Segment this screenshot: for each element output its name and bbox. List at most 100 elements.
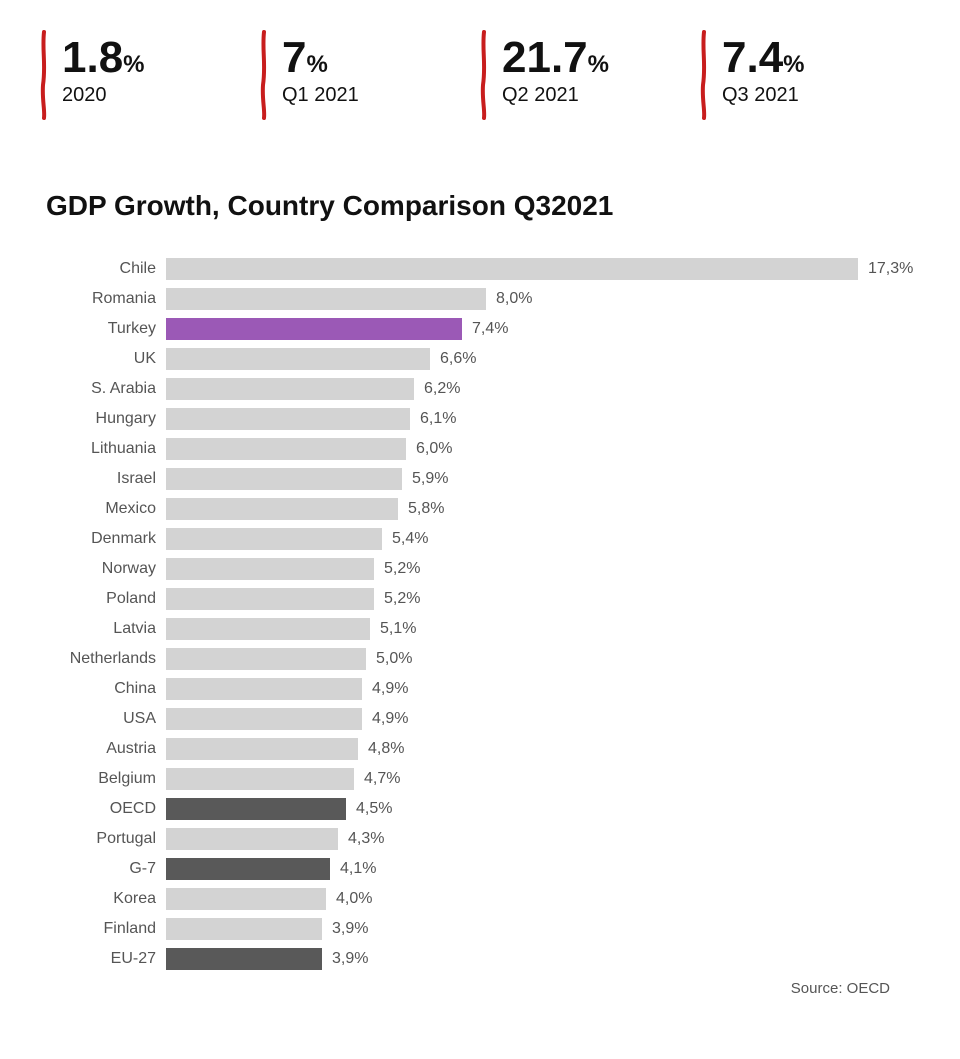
percent-symbol: % — [123, 51, 144, 78]
bar-label: Korea — [46, 890, 166, 908]
bar-value: 6,2% — [424, 380, 460, 398]
stats-row: 1.8%20207%Q1 202121.7%Q2 20217.4%Q3 2021 — [40, 30, 920, 120]
bar-row: USA4,9% — [46, 706, 920, 732]
bar — [166, 558, 374, 580]
bar-label: S. Arabia — [46, 380, 166, 398]
bar-row: Latvia 5,1% — [46, 616, 920, 642]
bar-label: Norway — [46, 560, 166, 578]
stat-text: 21.7%Q2 2021 — [502, 30, 609, 107]
bar-value: 5,1% — [380, 620, 416, 638]
bar-row: Austria4,8% — [46, 736, 920, 762]
bar-label: Romania — [46, 290, 166, 308]
bar-track: 5,8% — [166, 498, 920, 520]
bar-label: EU-27 — [46, 950, 166, 968]
bar-row: EU-273,9% — [46, 946, 920, 972]
bar-label: OECD — [46, 800, 166, 818]
bar-value: 4,0% — [336, 890, 372, 908]
stat-period: Q1 2021 — [282, 84, 359, 107]
accent-mark-icon — [40, 30, 46, 120]
percent-symbol: % — [783, 51, 804, 78]
bar-row: Hungary 6,1% — [46, 406, 920, 432]
bar-row: Israel 5,9% — [46, 466, 920, 492]
percent-symbol: % — [588, 51, 609, 78]
stat-block: 7.4% Q3 2021 — [700, 30, 920, 120]
bar — [166, 318, 462, 340]
stat-block: 7%Q1 2021 — [260, 30, 480, 120]
bar-value: 3,9% — [332, 920, 368, 938]
bar-row: Belgium4,7% — [46, 766, 920, 792]
bar-row: S. Arabia 6,2% — [46, 376, 920, 402]
bar-label: Mexico — [46, 500, 166, 518]
bar-label: UK — [46, 350, 166, 368]
bar — [166, 588, 374, 610]
bar-track: 5,0% — [166, 648, 920, 670]
bar-label: Israel — [46, 470, 166, 488]
bar-track: 8,0% — [166, 288, 920, 310]
bar-label: Netherlands — [46, 650, 166, 668]
bar — [166, 768, 354, 790]
bar-value: 4,3% — [348, 830, 384, 848]
bar-track: 4,1% — [166, 858, 920, 880]
bar-row: Denmark5,4% — [46, 526, 920, 552]
bar-track: 4,7% — [166, 768, 920, 790]
bar — [166, 648, 366, 670]
bar-row: Portugal 4,3% — [46, 826, 920, 852]
stat-value: 1.8 — [62, 33, 123, 82]
bar-label: Chile — [46, 260, 166, 278]
bar-track: 5,9% — [166, 468, 920, 490]
bar-track: 6,0% — [166, 438, 920, 460]
bar-row: Korea 4,0% — [46, 886, 920, 912]
bar-track: 4,9% — [166, 708, 920, 730]
stat-text: 7.4% Q3 2021 — [722, 30, 805, 107]
bar — [166, 348, 430, 370]
bar — [166, 858, 330, 880]
bar-value: 6,0% — [416, 440, 452, 458]
bar — [166, 888, 326, 910]
bar-label: Hungary — [46, 410, 166, 428]
bar-row: Lithuania6,0% — [46, 436, 920, 462]
stat-block: 21.7%Q2 2021 — [480, 30, 700, 120]
chart-title: GDP Growth, Country Comparison Q32021 — [46, 190, 920, 222]
bar-value: 8,0% — [496, 290, 532, 308]
bar-value: 5,8% — [408, 500, 444, 518]
bar — [166, 828, 338, 850]
bar-label: Denmark — [46, 530, 166, 548]
bar-label: Portugal — [46, 830, 166, 848]
bar-label: Poland — [46, 590, 166, 608]
stat-value: 7.4 — [722, 33, 783, 82]
percent-symbol: % — [306, 51, 327, 78]
stat-period: Q2 2021 — [502, 84, 609, 107]
bar-value: 4,5% — [356, 800, 392, 818]
bar-value: 6,6% — [440, 350, 476, 368]
bar-track: 3,9% — [166, 918, 920, 940]
bar-label: Latvia — [46, 620, 166, 638]
bar-value: 6,1% — [420, 410, 456, 428]
bar — [166, 288, 486, 310]
bar-value: 5,2% — [384, 590, 420, 608]
bar-value: 4,1% — [340, 860, 376, 878]
bar-row: Chile17,3% — [46, 256, 920, 282]
gdp-bar-chart: Chile17,3% Romania 8,0% Turkey7,4% UK 6,6% S. … — [46, 256, 920, 972]
stat-period: Q3 2021 — [722, 84, 805, 107]
bar-label: G-7 — [46, 860, 166, 878]
stat-block: 1.8%2020 — [40, 30, 260, 120]
bar-value: 4,9% — [372, 710, 408, 728]
bar-track: 5,4% — [166, 528, 920, 550]
bar-row: China4,9% — [46, 676, 920, 702]
stat-text: 7%Q1 2021 — [282, 30, 359, 107]
bar-row: Mexico 5,8% — [46, 496, 920, 522]
bar-label: Belgium — [46, 770, 166, 788]
bar-row: Romania 8,0% — [46, 286, 920, 312]
bar — [166, 948, 322, 970]
bar-track: 6,2% — [166, 378, 920, 400]
accent-mark-icon — [480, 30, 486, 120]
bar-row: OECD 4,5% — [46, 796, 920, 822]
bar-row: Turkey7,4% — [46, 316, 920, 342]
bar-row: Finland3,9% — [46, 916, 920, 942]
bar — [166, 678, 362, 700]
bar-track: 5,2% — [166, 588, 920, 610]
bar-track: 5,2% — [166, 558, 920, 580]
bar-value: 5,9% — [412, 470, 448, 488]
bar-value: 4,8% — [368, 740, 404, 758]
stat-text: 1.8%2020 — [62, 30, 145, 107]
